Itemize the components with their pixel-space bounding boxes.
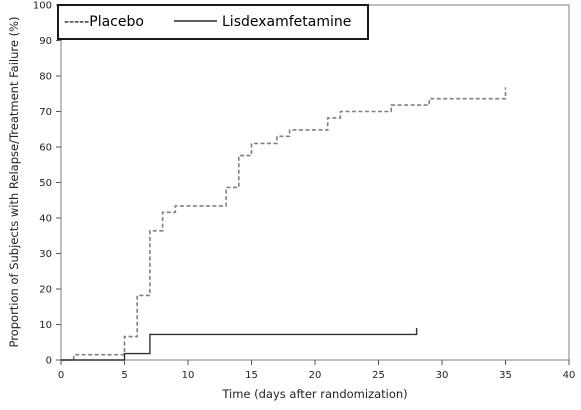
legend-item-lisdexamfetamine: Lisdexamfetamine — [222, 14, 351, 30]
x-tick-label-25: 25 — [372, 370, 385, 381]
x-tick-label-10: 10 — [182, 370, 195, 381]
y-tick-label-50: 50 — [39, 178, 52, 189]
x-tick-label-35: 35 — [499, 370, 512, 381]
x-tick-label-20: 20 — [309, 370, 322, 381]
plot-area — [60, 4, 570, 361]
plot-frame — [60, 4, 570, 361]
x-tick-label-30: 30 — [436, 370, 449, 381]
x-axis-title: Time (days after randomization) — [221, 387, 407, 401]
y-tick-label-30: 30 — [39, 249, 52, 260]
x-tick-label-0: 0 — [58, 370, 64, 381]
y-axis-title: Proportion of Subjects with Relapse/Trea… — [7, 16, 21, 347]
x-tick-label-5: 5 — [121, 370, 127, 381]
y-tick-label-70: 70 — [39, 107, 52, 118]
series-line-placebo — [61, 87, 507, 361]
y-tick-label-0: 0 — [46, 356, 52, 367]
y-tick-label-40: 40 — [39, 214, 52, 225]
y-tick-label-10: 10 — [39, 320, 52, 331]
curves — [61, 87, 507, 361]
x-tick-label-15: 15 — [245, 370, 258, 381]
legend-box — [57, 4, 369, 40]
y-tick-label-90: 90 — [39, 36, 52, 47]
y-tick-label-80: 80 — [39, 72, 52, 83]
x-tick-label-40: 40 — [563, 370, 576, 381]
legend: -----Placebo Lisdexamfetamine — [57, 4, 369, 40]
y-tick-label-100: 100 — [33, 1, 52, 12]
axes: 0 5 10 15 20 25 30 35 40 0 10 20 30 40 50 60 70 80 90 100 — [33, 1, 575, 382]
y-tick-label-60: 60 — [39, 143, 52, 154]
legend-item-placebo: -----Placebo — [64, 14, 144, 30]
y-tick-label-20: 20 — [39, 285, 52, 296]
